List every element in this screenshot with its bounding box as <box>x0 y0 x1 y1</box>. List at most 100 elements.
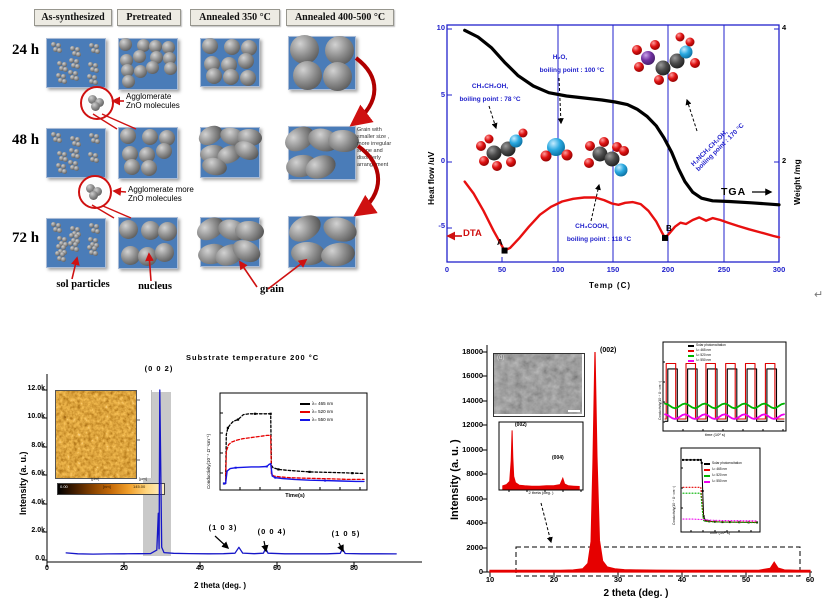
p4-yticks-1: 16000 <box>462 371 483 380</box>
p4i3-legend-2: λ= 520 nm <box>704 473 727 478</box>
column-header-pretreated: Pretreated <box>117 9 181 26</box>
p2-xticks-5: 250 <box>717 265 731 274</box>
water-annotation-line1: H₂O, <box>552 54 568 61</box>
p3-xticks-1: 20 <box>120 565 128 572</box>
p3i-legend-2-swatch <box>300 418 310 421</box>
pulse-inset-x-label: time (10² s) <box>704 432 726 437</box>
afm-x-unit2: [µm] <box>139 476 147 481</box>
afm-right-scale <box>137 390 152 478</box>
xrd2-x-axis-label: 2 theta (deg. ) <box>603 588 669 599</box>
p4i3-legend-3: λ= 550 nm <box>704 479 727 484</box>
p2-xticks-2: 100 <box>551 265 565 274</box>
p4i2-legend-3: λ= 550 nm <box>688 358 711 363</box>
p4-yticks-4: 10000 <box>462 445 483 454</box>
p4-xticks-0: 10 <box>485 575 495 584</box>
xrd1-x-axis-label: 2 theta (deg. ) <box>193 581 246 590</box>
p4i2-legend-0-swatch <box>688 345 694 347</box>
schematic-box-0 <box>46 38 106 88</box>
afm-x-unit: (µm) <box>91 476 100 481</box>
schematic-box-11 <box>284 209 360 269</box>
p3-yticks-4: 4.0k <box>31 499 45 506</box>
p3i-legend-2: λ= 550 nm <box>300 417 333 422</box>
xrd-inset-chart <box>498 421 584 492</box>
afm-image <box>55 390 137 479</box>
p2-xticks-4: 200 <box>661 265 675 274</box>
sem-inset <box>493 353 585 417</box>
p4i3-legend-0: Solar photoexcitation <box>704 461 742 466</box>
decay-inset-chart <box>680 447 761 533</box>
inset-peak-002: (002) <box>515 422 527 428</box>
p3-yticks-1: 10.0k <box>27 413 45 420</box>
afm-scale-max: 145.00 <box>133 484 146 489</box>
column-header-as-synthesized: As-synthesized <box>34 9 112 26</box>
label-sol-particles: sol particles <box>56 279 110 290</box>
p4-yticks-3: 12000 <box>462 420 483 429</box>
pulse-inset-y-label: Conductivity(10⁻⁴ Ω⁻¹cm⁻¹) <box>658 380 662 420</box>
pulse-inset-chart <box>662 341 787 432</box>
schematic-box-6 <box>195 121 262 178</box>
afm-scale-unit: [nm] <box>103 484 111 489</box>
marker-a-label: A <box>497 238 503 247</box>
p4-yticks-5: 8000 <box>466 469 483 478</box>
p4i2-legend-2-swatch <box>688 355 694 357</box>
schematic-box-9 <box>118 217 178 269</box>
p4-yticks-2: 14000 <box>462 396 483 405</box>
acetic-annotation-line2: boiling point : 118 °C <box>566 236 632 243</box>
dta-curve-label: DTA <box>463 228 482 239</box>
p2-xticks-6: 300 <box>772 265 786 274</box>
p4-yticks-7: 4000 <box>466 518 483 527</box>
marker-b-label: B <box>666 224 672 233</box>
p3i-legend-1-swatch <box>300 410 310 413</box>
sem-scale-bar <box>568 410 580 412</box>
xrd-chart-red <box>482 345 812 577</box>
p4i2-legend-1-swatch <box>688 350 694 352</box>
main-peak-label-002: (002) <box>600 347 617 354</box>
p4-xticks-5: 60 <box>805 575 815 584</box>
schematic-box-3 <box>288 34 356 91</box>
p4i3-legend-1-swatch <box>704 469 710 471</box>
row-label-24h: 24 h <box>12 42 40 58</box>
p2-yticks-right-0: 4 <box>782 23 787 32</box>
schematic-grid <box>0 0 420 320</box>
p2-yticks-left-0: 10 <box>436 23 445 32</box>
p2-yticks-right-1: 2 <box>782 156 787 165</box>
p3-xticks-0: 0 <box>45 565 49 572</box>
callout-1-text: Agglomerate ZnO molecules <box>126 92 180 111</box>
p4-yticks-0: 18000 <box>462 347 483 356</box>
p4i3-legend-2-swatch <box>704 475 710 477</box>
p2-yticks-left-3: -5 <box>438 221 445 230</box>
p4-xticks-1: 20 <box>549 575 559 584</box>
p4-yticks-6: 6000 <box>466 494 483 503</box>
p4-xticks-4: 50 <box>741 575 751 584</box>
peak-label-002: (0 0 2) <box>144 364 174 373</box>
p3-xticks-2: 40 <box>196 565 204 572</box>
p4-xticks-3: 40 <box>677 575 687 584</box>
schematic-box-10 <box>192 213 264 270</box>
grain-note: Grain with smaller size , more irregular… <box>357 127 392 168</box>
p3-xticks-4: 80 <box>350 565 358 572</box>
conductivity-inset-x-label: Time(s) <box>285 493 305 499</box>
inset-xrd-x-label: 2 theta (deg. ) <box>528 490 554 495</box>
schematic-box-4 <box>46 128 106 178</box>
heat-flow-axis-label: Heat flow /uV <box>426 151 436 205</box>
p4-yticks-8: 2000 <box>466 543 483 552</box>
return-mark: ↵ <box>814 289 824 301</box>
p3-yticks-0: 12.0k <box>27 385 45 392</box>
p2-xticks-3: 150 <box>606 265 620 274</box>
p4i2-legend-1: λ= 465 nm <box>688 348 711 353</box>
p3-yticks-3: 6.0k <box>31 470 45 477</box>
agglomerate-circle-1 <box>80 86 114 120</box>
decay-inset-y-label: Conductivity(10⁻⁴ Ω⁻¹cm⁻¹) <box>672 485 676 525</box>
ethanol-annotation-line2: boiling point : 78 °C <box>459 96 521 103</box>
p2-xticks-1: 50 <box>497 265 507 274</box>
p4i2-legend-2: λ= 520 nm <box>688 353 711 358</box>
peak-label-103: (1 0 3) <box>208 523 238 532</box>
sem-label: (d) <box>497 355 505 361</box>
inset-peak-004: (004) <box>552 455 564 461</box>
decay-inset-x-label: time (10² s) <box>709 530 731 535</box>
p3-yticks-6: 0.0 <box>35 555 45 562</box>
afm-scale-min: 0.00 <box>60 484 68 489</box>
p3-xticks-3: 60 <box>273 565 281 572</box>
afm-inset: 0.00 [nm] 145.00 (µm) [µm] <box>55 390 165 495</box>
